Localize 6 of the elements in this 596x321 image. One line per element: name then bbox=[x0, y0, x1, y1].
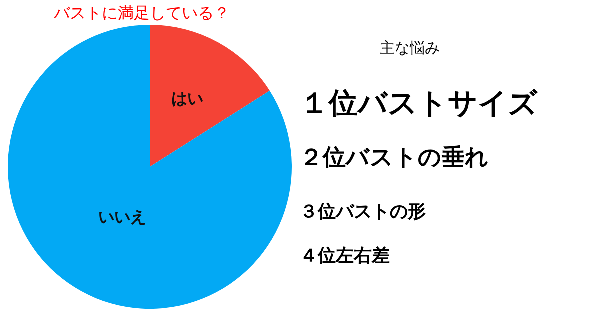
title: バストに満足している？ bbox=[54, 4, 230, 22]
annotation: ３位バストの形 bbox=[300, 202, 426, 222]
annotation: ４位左右差 bbox=[300, 246, 390, 266]
subtitle: 主な悩み bbox=[380, 39, 440, 57]
annotation: １位バストサイズ bbox=[300, 86, 538, 120]
annotation: ２位バストの垂れ bbox=[300, 145, 489, 171]
